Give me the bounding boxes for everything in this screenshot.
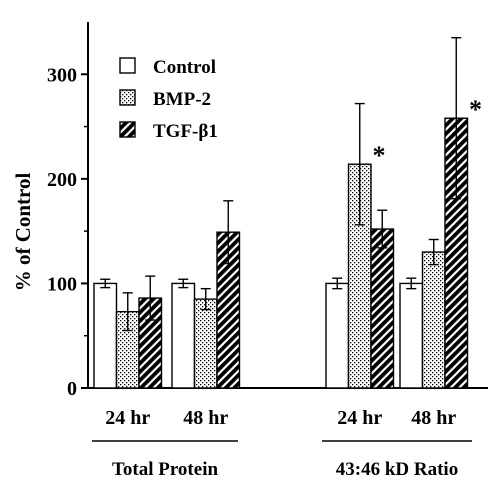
y-axis-label: % of Control	[11, 173, 35, 292]
significance-star: *	[469, 95, 482, 124]
x-tick-label: 24 hr	[337, 407, 382, 429]
bar-open	[93, 282, 118, 389]
x-tick-label: 24 hr	[105, 407, 150, 429]
group-label: Total Protein	[112, 459, 219, 480]
group-label: 43:46 kD Ratio	[336, 459, 458, 480]
x-tick-label: 48 hr	[411, 407, 456, 429]
bar-dotted	[421, 251, 446, 389]
y-tick-label: 200	[47, 169, 77, 191]
bars: **	[93, 36, 482, 389]
y-tick-label: 100	[47, 273, 77, 295]
x-tick-labels: 24 hr 48 hr 24 hr 48 hr	[105, 407, 456, 429]
y-tick-label: 300	[47, 64, 77, 86]
x-tick-label: 48 hr	[183, 407, 228, 429]
legend-swatch-open	[119, 57, 136, 74]
bar-dotted	[193, 298, 218, 389]
bar-hatched	[370, 228, 395, 389]
significance-star: *	[373, 141, 386, 170]
y-tick-label: 0	[67, 378, 77, 400]
legend-label: BMP-2	[153, 89, 211, 110]
legend-label: Control	[153, 57, 216, 78]
y-ticks: 0 100 200 300	[47, 64, 88, 400]
y-axis-label-group: % of Control	[11, 173, 35, 292]
bar-open	[171, 282, 196, 389]
legend-label: TGF-β1	[153, 121, 218, 142]
legend-swatch-dotted	[119, 89, 136, 106]
bar-open	[325, 282, 350, 389]
legend: Control BMP-2 TGF-β1	[119, 57, 218, 142]
bar-open	[399, 282, 424, 389]
group-labels: Total Protein 43:46 kD Ratio	[92, 440, 472, 480]
legend-swatch-hatched	[119, 121, 136, 138]
